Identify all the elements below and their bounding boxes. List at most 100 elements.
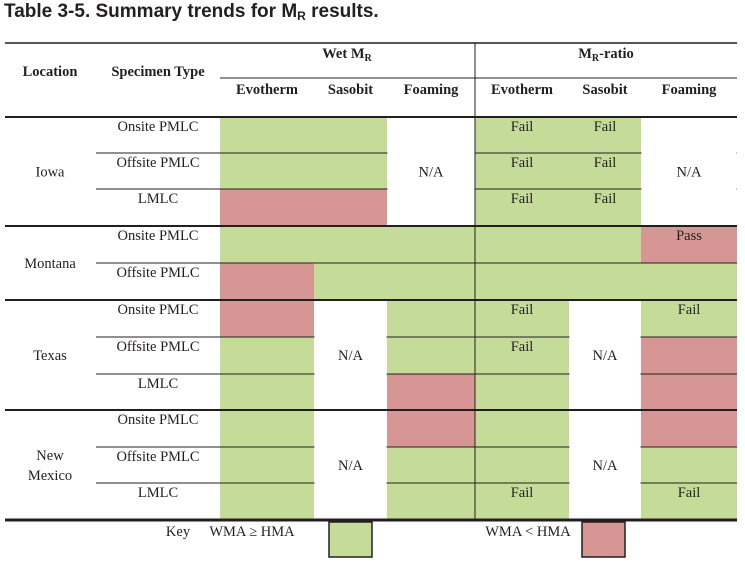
wet-mr-header: Wet MR <box>322 46 372 64</box>
na-gap <box>387 152 475 154</box>
na-gap <box>314 336 387 338</box>
table-cell <box>387 483 475 520</box>
table-cell <box>475 410 569 447</box>
na-label: N/A <box>338 348 364 364</box>
table-cell <box>220 337 314 374</box>
na-gap <box>314 482 387 484</box>
table-cell <box>387 117 475 153</box>
table-cell <box>569 374 641 410</box>
na-gap <box>641 188 737 190</box>
result-label-fail: Fail <box>511 339 534 355</box>
table-cell <box>314 117 387 153</box>
na-gap <box>569 336 641 338</box>
table-cell <box>387 337 475 374</box>
specimen-label: LMLC <box>138 191 178 207</box>
subheader-sasobit: Sasobit <box>328 82 373 98</box>
table-cell <box>220 189 314 226</box>
location-header: Location <box>23 64 78 80</box>
table-cell <box>569 483 641 520</box>
table-cell <box>569 153 641 189</box>
subheader-foaming: Foaming <box>404 82 460 98</box>
table-cell <box>220 483 314 520</box>
table-cell <box>569 300 641 337</box>
na-gap <box>641 152 737 154</box>
specimen-label: Onsite PMLC <box>118 302 199 318</box>
table-cell <box>641 483 737 520</box>
table-cell <box>569 189 641 226</box>
table-cell <box>314 337 387 374</box>
location-label: Texas <box>33 348 67 364</box>
subheader-evotherm: Evotherm <box>236 82 298 98</box>
na-label: N/A <box>419 165 445 181</box>
location-label: Mexico <box>28 468 72 484</box>
table-cell <box>641 410 737 447</box>
table-cell <box>641 226 737 263</box>
table-cell <box>314 226 387 263</box>
table-cell <box>641 153 737 189</box>
table-cell <box>569 410 641 447</box>
result-label-fail: Fail <box>511 191 534 207</box>
specimen-label: Offsite PMLC <box>116 339 199 355</box>
table-cell <box>475 263 569 300</box>
table-cell <box>475 117 569 153</box>
table-cell <box>220 374 314 410</box>
table-cell <box>387 153 475 189</box>
table-cell <box>475 226 569 263</box>
na-gap <box>569 482 641 484</box>
table-cell <box>475 447 569 483</box>
location-label: Iowa <box>36 165 66 181</box>
table-cell <box>475 337 569 374</box>
table-cell <box>387 300 475 337</box>
table-cell <box>220 117 314 153</box>
location-label: New <box>36 448 64 464</box>
result-label-fail: Fail <box>511 302 534 318</box>
table-cell <box>387 447 475 483</box>
na-label: N/A <box>677 165 703 181</box>
result-label-fail: Fail <box>511 155 534 171</box>
result-label-fail: Fail <box>511 119 534 135</box>
table-cell <box>641 300 737 337</box>
na-label: N/A <box>593 348 619 364</box>
table-cell <box>641 189 737 226</box>
table-cell <box>475 374 569 410</box>
result-label-fail: Fail <box>594 155 617 171</box>
table-cell <box>387 189 475 226</box>
specimen-label: Offsite PMLC <box>116 449 199 465</box>
table-cell <box>314 300 387 337</box>
table-cell <box>387 226 475 263</box>
table-cell <box>314 153 387 189</box>
specimen-label: Onsite PMLC <box>118 119 199 135</box>
table-cell <box>220 153 314 189</box>
na-label: N/A <box>593 458 619 474</box>
result-label-pass: Pass <box>676 228 702 244</box>
mr-ratio-header: MR-ratio <box>578 46 634 64</box>
table-cell <box>387 410 475 447</box>
na-label: N/A <box>338 458 364 474</box>
table-cell <box>220 447 314 483</box>
result-label-fail: Fail <box>678 302 701 318</box>
key-red-swatch <box>581 521 626 558</box>
na-gap <box>569 373 641 375</box>
table-cell <box>569 226 641 263</box>
na-gap <box>314 373 387 375</box>
table-title: Table 3-5. Summary trends for MR results… <box>4 1 379 23</box>
location-label: Montana <box>24 256 76 272</box>
table-cell <box>569 263 641 300</box>
specimen-label: Offsite PMLC <box>116 265 199 281</box>
table-cell <box>220 226 314 263</box>
specimen-label: LMLC <box>138 485 178 501</box>
key-label: Key <box>166 524 191 540</box>
table-cell <box>314 447 387 483</box>
table-cell <box>641 263 737 300</box>
table-cell <box>641 337 737 374</box>
subheader-foaming: Foaming <box>662 82 718 98</box>
specimen-label: Onsite PMLC <box>118 228 199 244</box>
table-cell <box>475 189 569 226</box>
table-cell <box>314 483 387 520</box>
table-cell <box>641 117 737 153</box>
table-cell <box>314 263 387 300</box>
table-cell <box>475 300 569 337</box>
table-cell <box>220 410 314 447</box>
key-red-text: WMA < HMA <box>485 524 571 540</box>
na-gap <box>314 446 387 448</box>
